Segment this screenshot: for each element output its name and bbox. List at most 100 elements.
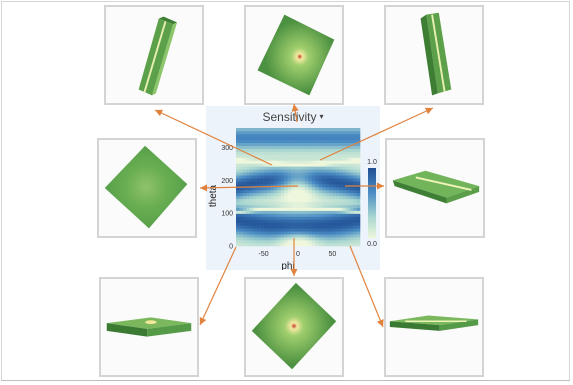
heatmap-cell [318,184,323,188]
heatmap-cell [287,142,292,146]
heatmap-cell [342,195,347,200]
heatmap-cell [318,198,323,203]
heatmap-cell [346,198,350,203]
heatmap-chart[interactable]: 1.0 0.0 -50 0 50 0 100 200 300 phi theta [206,106,380,270]
thumb-bottom-left[interactable] [99,277,199,377]
heatmap-cell [335,151,340,155]
heatmap-cell [291,172,295,176]
thumb-top-left[interactable] [104,5,204,105]
heatmap-cell [301,228,306,232]
heatmap-cell [270,204,275,208]
heatmap-cell [329,178,333,182]
heatmap-cell [253,166,257,170]
thumb-top-right[interactable] [384,5,484,105]
heatmap-cell [242,172,247,176]
heatmap-cell [273,154,278,158]
heatmap-cell [270,128,275,132]
heatmap-cell [267,187,271,191]
heatmap-cell [301,213,306,217]
heatmap-cell [325,172,330,176]
thumb-middle-left[interactable] [97,138,197,238]
heatmap-cell [301,172,306,176]
heatmap-cell [263,148,268,152]
heatmap-cell [315,219,319,223]
heatmap-cell [260,184,264,188]
heatmap-cell [267,219,271,223]
heatmap-cell [236,219,240,223]
heatmap-cell [291,166,295,170]
heatmap-cell [308,237,313,241]
heatmap-cell [277,234,282,238]
heatmap-cell [298,148,302,152]
heatmap-cell [308,184,313,188]
heatmap-cell [322,219,326,223]
heatmap-cells [236,128,361,247]
heatmap-cell [287,175,292,179]
heatmap-cell [239,160,244,164]
heatmap-cell [349,243,354,247]
heatmap-cell [291,133,295,138]
heatmap-cell [301,166,306,170]
heatmap-cell [353,160,357,164]
heatmap-cell [260,142,264,146]
heatmap-cell [322,139,326,144]
heatmap-cell [315,172,319,176]
heatmap-cell [315,187,319,191]
heatmap-cell [263,219,268,223]
heatmap-cell [332,219,337,223]
thumb-top-center[interactable] [244,5,344,105]
heatmap-cell [318,213,323,217]
heatmap-cell [273,151,278,155]
heatmap-cell [270,201,275,205]
heatmap-cell [311,195,316,200]
heatmap-cell [260,163,264,167]
heatmap-cell [256,207,261,211]
heatmap-cell [267,228,271,232]
heatmap-cell [339,145,344,149]
heatmap-cell [304,169,309,173]
heatmap-cell [332,148,337,152]
heatmap-cell [318,172,323,176]
heatmap-cell [291,195,295,200]
heatmap-cell [349,157,354,161]
heatmap-cell [318,207,323,211]
heatmap-cell [308,216,313,220]
heatmap-cell [253,210,257,214]
heatmap-cell [322,189,326,194]
thumb-bottom-center[interactable] [244,277,344,377]
heatmap-cell [329,216,333,220]
heatmap-cell [253,175,257,179]
heatmap-cell [346,192,350,197]
heatmap-cell [270,219,275,223]
heatmap-cell [294,172,299,176]
heatmap-cell [249,234,254,238]
heatmap-cell [249,145,254,149]
heatmap-cell [315,169,319,173]
heatmap-cell [342,210,347,214]
heatmap-cell [335,130,340,135]
heatmap-cell [246,198,251,203]
heatmap-cell [236,145,240,149]
heatmap-cell [318,240,323,244]
heatmap-cell [356,187,361,191]
heatmap-cell [294,133,299,138]
heatmap-cell [256,201,261,205]
heatmap-cell [277,219,282,223]
y-axis-label: theta [208,184,219,207]
heatmap-cell [277,175,282,179]
heatmap-cell [329,210,333,214]
heatmap-cell [342,160,347,164]
heatmap-cell [335,216,340,220]
heatmap-cell [339,198,344,203]
heatmap-cell [315,234,319,238]
heatmap-cell [253,189,257,194]
thumb-bottom-right[interactable] [384,277,484,377]
heatmap-cell [239,151,244,155]
heatmap-cell [318,169,323,173]
heatmap-cell [298,136,302,141]
heatmap-cell [253,145,257,149]
heatmap-cell [270,195,275,200]
thumb-middle-right[interactable] [385,138,485,238]
heatmap-cell [236,213,240,217]
heatmap-cell [284,201,288,205]
